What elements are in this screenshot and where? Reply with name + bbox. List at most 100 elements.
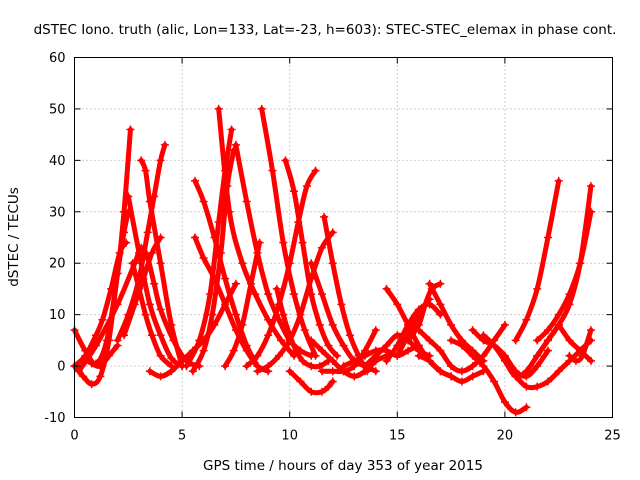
data-point <box>274 351 283 360</box>
data-point <box>253 367 262 376</box>
data-point <box>543 233 552 242</box>
data-point <box>124 192 133 201</box>
data-point <box>195 336 204 345</box>
data-point <box>317 346 326 355</box>
y-tick-label: 10 <box>49 308 66 323</box>
data-point <box>414 341 423 350</box>
data-point <box>156 156 165 165</box>
data-point <box>292 346 301 355</box>
data-point <box>191 233 200 242</box>
plot-frame <box>74 57 613 418</box>
data-point <box>311 166 320 175</box>
data-point <box>279 238 288 247</box>
data-point <box>371 326 380 335</box>
data-point <box>500 356 509 365</box>
data-point <box>298 238 307 247</box>
data-point <box>156 233 165 242</box>
data-point <box>178 356 187 365</box>
tick-layer: -10 0 10 20 30 40 50 60 0 5 10 15 20 25 <box>44 51 621 444</box>
series-line <box>513 178 562 343</box>
data-point <box>119 228 128 237</box>
x-tick-label: 0 <box>70 429 78 444</box>
data-point <box>221 300 230 309</box>
data-point <box>307 274 316 283</box>
data-point <box>221 274 230 283</box>
series-34 <box>425 279 488 365</box>
series-45 <box>565 326 595 365</box>
data-point <box>371 367 380 376</box>
data-point <box>302 182 311 191</box>
data-point <box>382 341 391 350</box>
data-point <box>104 351 113 360</box>
data-point <box>167 354 176 363</box>
data-point <box>565 290 574 299</box>
data-point <box>468 351 477 360</box>
data-point <box>479 362 488 371</box>
data-point <box>350 372 359 381</box>
data-point <box>315 320 324 329</box>
data-point <box>565 351 574 360</box>
data-point <box>279 310 288 319</box>
series-37 <box>447 336 531 417</box>
series-41 <box>511 176 563 345</box>
data-point <box>425 336 434 345</box>
data-point <box>522 315 531 324</box>
data-point <box>238 320 247 329</box>
data-point <box>315 362 324 371</box>
data-point <box>468 372 477 381</box>
x-tick-label: 5 <box>178 429 186 444</box>
data-point <box>242 346 251 355</box>
data-point <box>533 382 542 391</box>
data-point <box>337 300 346 309</box>
series-line <box>192 235 271 374</box>
data-point <box>328 367 337 376</box>
data-point <box>333 351 342 360</box>
data-point <box>500 398 509 407</box>
series-36 <box>414 351 488 386</box>
data-point <box>253 351 262 360</box>
series-line <box>76 245 202 374</box>
series-13 <box>214 104 299 360</box>
data-point <box>169 336 178 345</box>
data-point <box>425 356 434 365</box>
data-point <box>586 326 595 335</box>
series-32 <box>382 300 445 365</box>
data-point <box>113 336 122 345</box>
data-point <box>79 372 88 381</box>
series-9 <box>119 233 165 340</box>
data-point <box>543 336 552 345</box>
series-16 <box>221 238 264 371</box>
data-point <box>167 367 176 376</box>
data-point <box>317 387 326 396</box>
series-43 <box>533 207 595 345</box>
data-point <box>404 320 413 329</box>
data-point <box>156 372 165 381</box>
data-point <box>92 341 101 350</box>
data-point <box>339 362 348 371</box>
data-point <box>578 351 587 360</box>
data-point <box>404 336 413 345</box>
data-point <box>447 362 456 371</box>
data-point <box>436 300 445 309</box>
data-point <box>264 315 273 324</box>
data-point <box>96 362 105 371</box>
data-point <box>264 331 273 340</box>
data-point <box>188 367 197 376</box>
chart-title: dSTEC Iono. truth (alic, Lon=133, Lat=-2… <box>34 22 617 38</box>
data-point <box>328 259 337 268</box>
data-point <box>242 197 251 206</box>
data-point <box>317 290 326 299</box>
data-point <box>350 356 359 365</box>
data-point <box>199 346 208 355</box>
data-point <box>543 326 552 335</box>
data-point <box>414 351 423 360</box>
data-point <box>229 346 238 355</box>
series-8 <box>113 140 169 345</box>
data-point <box>522 382 531 391</box>
data-point <box>307 387 316 396</box>
data-point <box>277 336 286 345</box>
series-line <box>427 281 486 364</box>
data-point <box>92 331 101 340</box>
data-point <box>382 284 391 293</box>
data-point <box>272 284 281 293</box>
